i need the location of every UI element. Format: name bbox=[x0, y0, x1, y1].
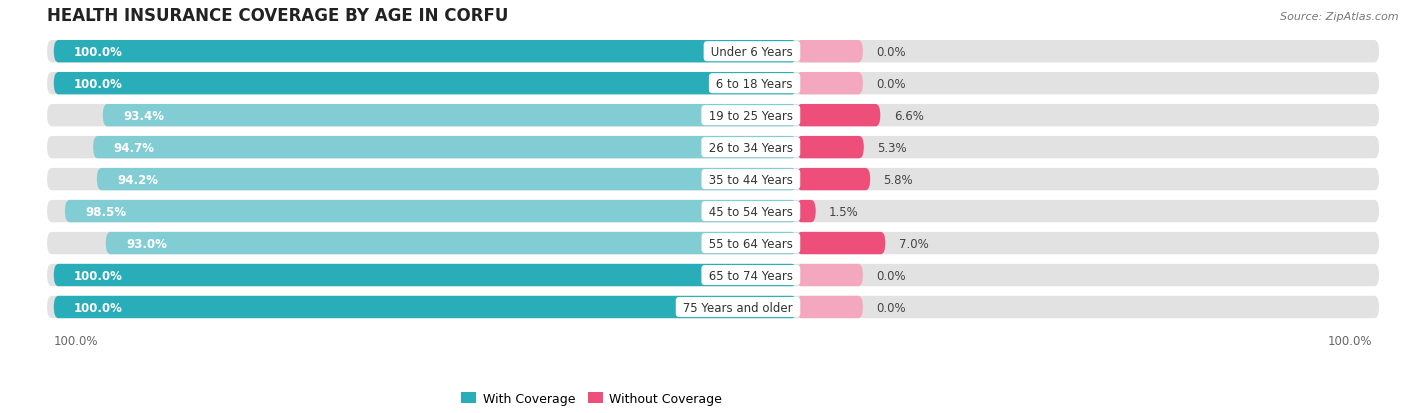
FancyBboxPatch shape bbox=[93, 137, 797, 159]
Text: 100.0%: 100.0% bbox=[75, 78, 122, 90]
Text: 100.0%: 100.0% bbox=[1327, 335, 1372, 347]
FancyBboxPatch shape bbox=[797, 296, 863, 318]
Text: 93.4%: 93.4% bbox=[122, 109, 165, 122]
Text: Source: ZipAtlas.com: Source: ZipAtlas.com bbox=[1281, 12, 1399, 22]
FancyBboxPatch shape bbox=[797, 169, 870, 191]
Text: 94.7%: 94.7% bbox=[114, 141, 155, 154]
FancyBboxPatch shape bbox=[105, 232, 797, 255]
Text: 45 to 54 Years: 45 to 54 Years bbox=[704, 205, 797, 218]
Text: 100.0%: 100.0% bbox=[75, 45, 122, 59]
FancyBboxPatch shape bbox=[797, 232, 886, 255]
Text: 35 to 44 Years: 35 to 44 Years bbox=[704, 173, 797, 186]
Text: 6.6%: 6.6% bbox=[894, 109, 924, 122]
FancyBboxPatch shape bbox=[48, 169, 1379, 191]
FancyBboxPatch shape bbox=[797, 73, 863, 95]
Text: 0.0%: 0.0% bbox=[876, 45, 905, 59]
FancyBboxPatch shape bbox=[53, 264, 797, 287]
FancyBboxPatch shape bbox=[797, 264, 863, 287]
Text: 94.2%: 94.2% bbox=[117, 173, 157, 186]
Text: Under 6 Years: Under 6 Years bbox=[707, 45, 797, 59]
FancyBboxPatch shape bbox=[53, 296, 797, 318]
FancyBboxPatch shape bbox=[48, 41, 1379, 63]
Text: 0.0%: 0.0% bbox=[876, 78, 905, 90]
FancyBboxPatch shape bbox=[797, 41, 863, 63]
Text: 55 to 64 Years: 55 to 64 Years bbox=[704, 237, 797, 250]
Text: 5.8%: 5.8% bbox=[883, 173, 912, 186]
FancyBboxPatch shape bbox=[53, 41, 797, 63]
Text: HEALTH INSURANCE COVERAGE BY AGE IN CORFU: HEALTH INSURANCE COVERAGE BY AGE IN CORF… bbox=[48, 7, 509, 25]
FancyBboxPatch shape bbox=[797, 137, 863, 159]
Text: 98.5%: 98.5% bbox=[84, 205, 127, 218]
Text: 1.5%: 1.5% bbox=[830, 205, 859, 218]
Text: 6 to 18 Years: 6 to 18 Years bbox=[713, 78, 797, 90]
FancyBboxPatch shape bbox=[48, 264, 1379, 287]
FancyBboxPatch shape bbox=[53, 73, 797, 95]
Text: 75 Years and older: 75 Years and older bbox=[679, 301, 797, 314]
FancyBboxPatch shape bbox=[48, 73, 1379, 95]
Text: 100.0%: 100.0% bbox=[75, 301, 122, 314]
Text: 7.0%: 7.0% bbox=[898, 237, 928, 250]
Text: 93.0%: 93.0% bbox=[127, 237, 167, 250]
FancyBboxPatch shape bbox=[48, 296, 1379, 318]
FancyBboxPatch shape bbox=[797, 105, 880, 127]
FancyBboxPatch shape bbox=[48, 105, 1379, 127]
Text: 100.0%: 100.0% bbox=[75, 269, 122, 282]
FancyBboxPatch shape bbox=[48, 200, 1379, 223]
FancyBboxPatch shape bbox=[97, 169, 797, 191]
Text: 26 to 34 Years: 26 to 34 Years bbox=[704, 141, 797, 154]
Text: 5.3%: 5.3% bbox=[877, 141, 907, 154]
FancyBboxPatch shape bbox=[797, 200, 815, 223]
Text: 0.0%: 0.0% bbox=[876, 301, 905, 314]
Text: 0.0%: 0.0% bbox=[876, 269, 905, 282]
FancyBboxPatch shape bbox=[103, 105, 797, 127]
Text: 65 to 74 Years: 65 to 74 Years bbox=[704, 269, 797, 282]
FancyBboxPatch shape bbox=[65, 200, 797, 223]
Text: 19 to 25 Years: 19 to 25 Years bbox=[704, 109, 797, 122]
Text: 100.0%: 100.0% bbox=[53, 335, 98, 347]
Legend: With Coverage, Without Coverage: With Coverage, Without Coverage bbox=[461, 392, 721, 405]
FancyBboxPatch shape bbox=[48, 232, 1379, 255]
FancyBboxPatch shape bbox=[48, 137, 1379, 159]
